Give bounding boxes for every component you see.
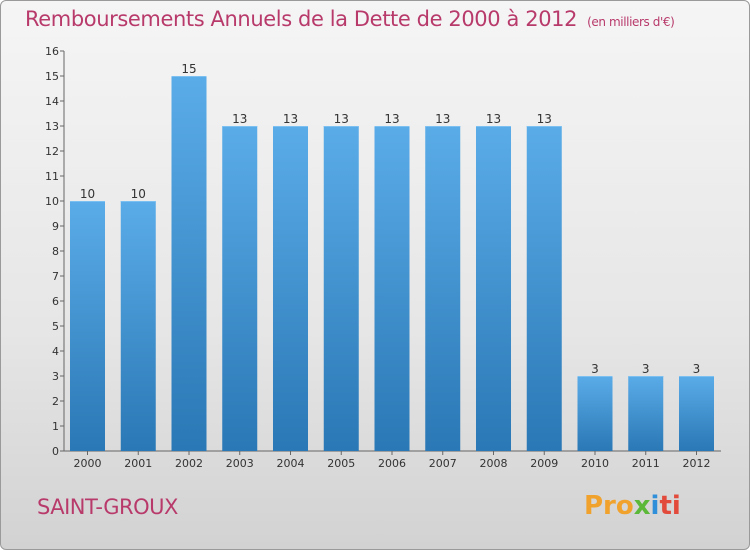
y-tick-label: 12 bbox=[45, 145, 59, 158]
title-unit: (en milliers d'€) bbox=[587, 15, 675, 29]
logo-part-2: x bbox=[633, 491, 651, 521]
x-tick-label: 2000 bbox=[74, 457, 102, 470]
logo-part-1: Pro bbox=[584, 491, 634, 521]
x-tick-label: 2001 bbox=[124, 457, 152, 470]
y-tick-label: 7 bbox=[52, 270, 59, 283]
bar-value-label: 13 bbox=[384, 112, 399, 126]
logo-part-3: i bbox=[650, 491, 660, 521]
bar-value-label: 15 bbox=[181, 62, 196, 76]
x-tick-label: 2004 bbox=[277, 457, 305, 470]
y-tick-label: 10 bbox=[45, 195, 59, 208]
y-tick-label: 14 bbox=[45, 95, 59, 108]
bar bbox=[171, 76, 207, 451]
bar-value-label: 13 bbox=[334, 112, 349, 126]
logo-part-4: ti bbox=[659, 491, 681, 521]
proxiti-logo: Proxiti bbox=[584, 491, 681, 521]
title-text: Remboursements Annuels de la Dette de 20… bbox=[25, 7, 578, 31]
bar bbox=[628, 376, 664, 451]
y-tick-label: 1 bbox=[52, 420, 59, 433]
y-tick-label: 11 bbox=[45, 170, 59, 183]
bar bbox=[577, 376, 613, 451]
x-tick-label: 2007 bbox=[429, 457, 457, 470]
bar-value-label: 13 bbox=[232, 112, 247, 126]
bar-value-label: 13 bbox=[435, 112, 450, 126]
y-tick-label: 9 bbox=[52, 220, 59, 233]
x-tick-label: 2002 bbox=[175, 457, 203, 470]
x-tick-label: 2005 bbox=[327, 457, 355, 470]
x-tick-label: 2012 bbox=[683, 457, 711, 470]
bar bbox=[425, 126, 461, 451]
y-tick-label: 8 bbox=[52, 245, 59, 258]
bar-value-label: 13 bbox=[486, 112, 501, 126]
y-tick-label: 16 bbox=[45, 45, 59, 58]
x-tick-label: 2009 bbox=[530, 457, 558, 470]
bar bbox=[120, 201, 156, 451]
bar-value-label: 13 bbox=[537, 112, 552, 126]
chart-title: Remboursements Annuels de la Dette de 20… bbox=[25, 7, 675, 31]
bar bbox=[476, 126, 511, 451]
bar bbox=[374, 126, 410, 451]
x-tick-label: 2010 bbox=[581, 457, 609, 470]
y-tick-label: 13 bbox=[45, 120, 59, 133]
bar-value-label: 3 bbox=[591, 362, 599, 376]
x-tick-label: 2011 bbox=[632, 457, 660, 470]
bar bbox=[679, 376, 714, 451]
bar bbox=[273, 126, 308, 451]
x-tick-label: 2006 bbox=[378, 457, 406, 470]
x-tick-label: 2003 bbox=[226, 457, 254, 470]
bar-value-label: 13 bbox=[283, 112, 298, 126]
bar bbox=[222, 126, 258, 451]
bar-value-label: 10 bbox=[80, 187, 95, 201]
bar bbox=[526, 126, 562, 451]
x-tick-label: 2008 bbox=[480, 457, 508, 470]
y-tick-label: 4 bbox=[52, 345, 59, 358]
y-tick-label: 15 bbox=[45, 70, 59, 83]
y-tick-label: 2 bbox=[52, 395, 59, 408]
bar bbox=[323, 126, 359, 451]
y-tick-label: 0 bbox=[52, 445, 59, 458]
commune-name: SAINT-GROUX bbox=[37, 495, 178, 519]
bar-value-label: 3 bbox=[693, 362, 701, 376]
y-tick-label: 3 bbox=[52, 370, 59, 383]
bar bbox=[70, 201, 105, 451]
y-tick-label: 6 bbox=[52, 295, 59, 308]
y-tick-label: 5 bbox=[52, 320, 59, 333]
bar-value-label: 10 bbox=[131, 187, 146, 201]
bar-value-label: 3 bbox=[642, 362, 650, 376]
